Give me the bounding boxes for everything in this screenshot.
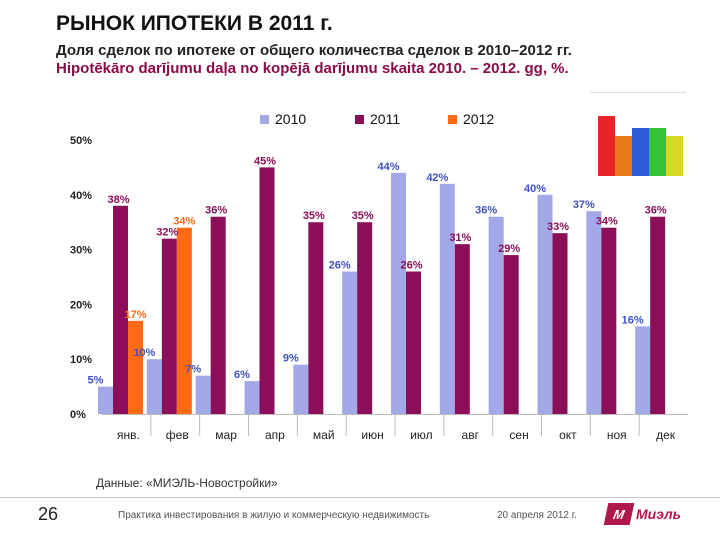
y-tick-label: 10% [70, 354, 92, 366]
bar-2011-май [308, 222, 324, 414]
x-tick-label: июл [410, 428, 432, 442]
data-label: 44% [377, 161, 399, 173]
bar-2011-окт [552, 233, 568, 414]
bar-2011-апр [259, 167, 275, 414]
data-label: 34% [596, 216, 618, 228]
subtitle-latvian: Hipotēkāro darījumu daļa no kopējā darīj… [56, 60, 569, 77]
bar-2012-фев [176, 227, 192, 414]
header-divider [590, 92, 686, 93]
footer-caption: Практика инвестирования в жилую и коммер… [118, 510, 430, 521]
data-label: 9% [283, 353, 299, 365]
data-label: 32% [156, 227, 178, 239]
data-label: 40% [524, 183, 546, 195]
y-tick-label: 30% [70, 245, 92, 257]
legend-swatch-2011 [355, 115, 364, 124]
thumbnail-bar [632, 128, 649, 176]
bar-2011-ноя [601, 227, 617, 414]
y-tick-label: 40% [70, 190, 92, 202]
logo-text: Миэль [636, 506, 681, 522]
page-number: 26 [38, 504, 59, 524]
legend-label-2010: 2010 [275, 111, 306, 127]
data-label: 34% [173, 216, 195, 228]
data-label: 6% [234, 369, 250, 381]
bar-2010-янв. [98, 386, 113, 414]
data-label: 35% [352, 210, 374, 222]
data-label: 38% [107, 194, 129, 206]
data-label: 36% [645, 205, 667, 217]
data-label: 29% [498, 243, 520, 255]
bar-2011-янв. [113, 205, 128, 414]
data-label: 16% [622, 314, 644, 326]
data-label: 31% [449, 232, 471, 244]
bar-2011-сен [503, 255, 519, 414]
data-label: 26% [329, 260, 351, 272]
data-source: Данные: «МИЭЛЬ-Новостройки» [96, 476, 278, 490]
bar-2010-окт [537, 194, 553, 414]
bar-2010-июн [342, 271, 358, 414]
bar-2011-июн [357, 222, 373, 414]
data-label: 36% [475, 205, 497, 217]
y-tick-label: 50% [70, 135, 92, 147]
legend-label-2011: 2011 [370, 111, 400, 127]
footer-divider [0, 497, 720, 498]
x-tick-label: янв. [117, 428, 140, 442]
data-label: 10% [133, 347, 155, 359]
page-title: РЫНОК ИПОТЕКИ В 2011 г. [56, 12, 333, 35]
x-tick-label: июн [361, 428, 383, 442]
bar-2010-июл [391, 172, 406, 414]
data-label: 5% [88, 375, 104, 387]
x-tick-label: окт [559, 428, 577, 442]
data-label: 36% [205, 205, 227, 217]
subtitle-russian: Доля сделок по ипотеке от общего количес… [56, 42, 572, 59]
y-tick-label: 20% [70, 299, 92, 311]
bar-2011-июл [406, 271, 421, 414]
data-label: 45% [254, 155, 276, 167]
data-label: 7% [185, 364, 201, 376]
y-tick-label: 0% [70, 409, 86, 421]
bar-2011-мар [210, 216, 226, 414]
thumbnail-bar [615, 136, 632, 176]
bar-2011-фев [161, 238, 177, 414]
bar-2010-май [293, 364, 309, 414]
data-label: 26% [400, 260, 422, 272]
x-tick-label: сен [509, 428, 528, 442]
bar-2012-янв. [128, 320, 143, 414]
data-label: 33% [547, 221, 569, 233]
x-tick-label: апр [265, 428, 285, 442]
thumbnail-bar [598, 116, 615, 176]
data-label: 37% [573, 199, 595, 211]
bar-2011-дек [650, 216, 666, 414]
footer-date: 20 апреля 2012 г. [497, 510, 577, 521]
chart-thumbnail-icon [594, 108, 686, 176]
legend-swatch-2010 [260, 115, 269, 124]
x-tick-label: мар [215, 428, 237, 442]
bar-2011-авг [454, 244, 470, 414]
legend-label-2012: 2012 [463, 111, 494, 127]
logo-mark-icon: М [603, 503, 635, 525]
thumbnail-bar [649, 128, 666, 176]
bar-2010-мар [195, 375, 211, 414]
legend-swatch-2012 [448, 115, 457, 124]
bar-chart: 0% 10% 20% 30% 40% 50% янв. фев мар апр май июн июл а… [70, 111, 688, 442]
bar-2010-дек [635, 326, 651, 414]
x-tick-label: май [313, 428, 335, 442]
x-tick-label: авг [462, 428, 480, 442]
x-tick-label: дек [656, 428, 676, 442]
data-label: 17% [124, 309, 146, 321]
bar-2010-фев [146, 359, 162, 414]
bar-2010-авг [439, 183, 455, 414]
x-tick-label: ноя [607, 428, 627, 442]
data-label: 35% [303, 210, 325, 222]
x-tick-label: фев [166, 428, 189, 442]
thumbnail-bar [666, 136, 683, 176]
bar-2010-апр [244, 381, 260, 414]
bar-2010-сен [488, 216, 504, 414]
bar-2010-ноя [586, 211, 602, 414]
data-label: 42% [426, 172, 448, 184]
company-logo: М Миэль [603, 503, 681, 525]
